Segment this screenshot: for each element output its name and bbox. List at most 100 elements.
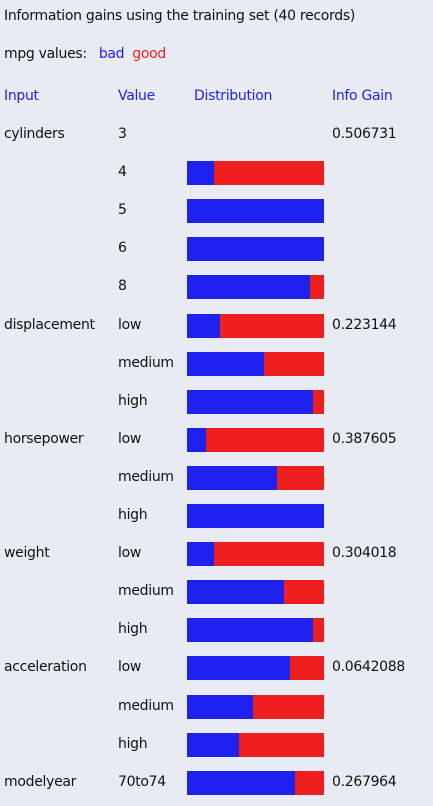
legend-good: good: [132, 46, 166, 62]
distribution-bar: [187, 161, 324, 186]
distribution-bar: [187, 199, 324, 224]
distribution-good-segment: [295, 770, 324, 795]
distribution-bad-segment: [187, 199, 324, 224]
table-row: 4: [0, 158, 433, 188]
distribution-bar: [187, 237, 324, 262]
row-value: 3: [118, 126, 127, 142]
row-value: low: [118, 316, 142, 333]
table-row: medium: [0, 577, 433, 607]
row-input: modelyear: [4, 773, 77, 790]
distribution-bad-segment: [187, 656, 290, 681]
header-distribution: Distribution: [194, 88, 273, 104]
distribution-good-segment: [263, 351, 324, 376]
row-value: high: [118, 507, 148, 523]
row-value: medium: [118, 354, 174, 371]
row-value: low: [118, 545, 142, 562]
row-value: low: [118, 659, 142, 676]
distribution-bad-segment: [187, 542, 215, 567]
distribution-bar: [187, 389, 324, 414]
distribution-bar: [187, 694, 324, 719]
legend-label: mpg values:: [4, 46, 87, 62]
distribution-bad-segment: [187, 237, 324, 262]
distribution-bar: [187, 580, 324, 605]
row-input: horsepower: [4, 430, 84, 447]
table-header: Input Value Distribution Info Gain: [0, 88, 433, 108]
table-row: 6: [0, 234, 433, 264]
row-value: 70to74: [118, 773, 166, 790]
table-row: acceleration low 0.0642088: [0, 653, 433, 683]
row-value: 5: [118, 202, 127, 219]
distribution-bar: [187, 275, 324, 300]
table-row: displacement low 0.223144: [0, 311, 433, 341]
distribution-bad-segment: [187, 580, 285, 605]
mpg-legend: mpg values: bad good: [4, 46, 166, 62]
row-value: medium: [118, 468, 174, 485]
row-info-gain: 0.0642088: [332, 659, 406, 676]
legend-bad: bad: [98, 46, 125, 62]
distribution-bar: [187, 351, 324, 376]
distribution-bar: [187, 732, 324, 757]
distribution-good-segment: [252, 694, 324, 719]
distribution-bad-segment: [187, 313, 220, 338]
distribution-bar: [187, 465, 324, 490]
row-info-gain: 0.304018: [332, 545, 397, 562]
distribution-good-segment: [313, 618, 324, 643]
distribution-bad-segment: [187, 275, 311, 300]
distribution-good-segment: [219, 313, 324, 338]
distribution-bad-segment: [187, 161, 215, 186]
distribution-bad-segment: [187, 618, 314, 643]
distribution-good-segment: [310, 275, 324, 300]
row-info-gain: 0.387605: [332, 430, 397, 447]
table-row: high: [0, 730, 433, 760]
row-input: weight: [4, 545, 50, 562]
distribution-bad-segment: [187, 389, 314, 414]
distribution-good-segment: [277, 465, 324, 490]
table-row: high: [0, 615, 433, 645]
table-row: 5: [0, 196, 433, 226]
distribution-good-segment: [313, 389, 324, 414]
header-input: Input: [4, 88, 39, 104]
distribution-bad-segment: [187, 732, 240, 757]
page-title: Information gains using the training set…: [4, 8, 355, 24]
distribution-bad-segment: [187, 504, 324, 528]
row-info-gain: 0.223144: [332, 316, 397, 333]
row-value: medium: [118, 697, 174, 714]
table-row: cylinders 3 0.506731: [0, 120, 433, 150]
header-info-gain: Info Gain: [332, 88, 393, 104]
table-row: modelyear 70to74 0.267964: [0, 768, 433, 798]
distribution-bad-segment: [187, 351, 264, 376]
row-input: cylinders: [4, 126, 65, 142]
row-info-gain: 0.506731: [332, 126, 397, 142]
row-value: high: [118, 735, 148, 752]
row-value: 8: [118, 278, 127, 295]
distribution-bad-segment: [187, 427, 207, 452]
distribution-good-segment: [284, 580, 324, 605]
row-input: acceleration: [4, 659, 87, 676]
row-value: low: [118, 430, 142, 447]
table-row: medium: [0, 692, 433, 722]
distribution-bar: [187, 542, 324, 567]
table-row: high: [0, 387, 433, 417]
row-value: medium: [118, 583, 174, 600]
table-row: 8: [0, 272, 433, 302]
header-value: Value: [118, 88, 155, 104]
row-value: 6: [118, 240, 127, 257]
distribution-good-segment: [239, 732, 324, 757]
row-info-gain: 0.267964: [332, 773, 397, 790]
distribution-bar: [187, 313, 324, 338]
distribution-bar: [187, 427, 324, 452]
table-row: horsepower low 0.387605: [0, 425, 433, 455]
distribution-bar: [187, 618, 324, 643]
distribution-good-segment: [214, 542, 324, 567]
table-row: medium: [0, 463, 433, 493]
distribution-bar: [187, 770, 324, 795]
table-row: high: [0, 501, 433, 531]
distribution-good-segment: [289, 656, 324, 681]
distribution-good-segment: [214, 161, 324, 186]
row-value: high: [118, 392, 148, 409]
distribution-good-segment: [206, 427, 324, 452]
distribution-bad-segment: [187, 770, 296, 795]
distribution-bad-segment: [187, 465, 278, 490]
distribution-bar: [187, 656, 324, 681]
